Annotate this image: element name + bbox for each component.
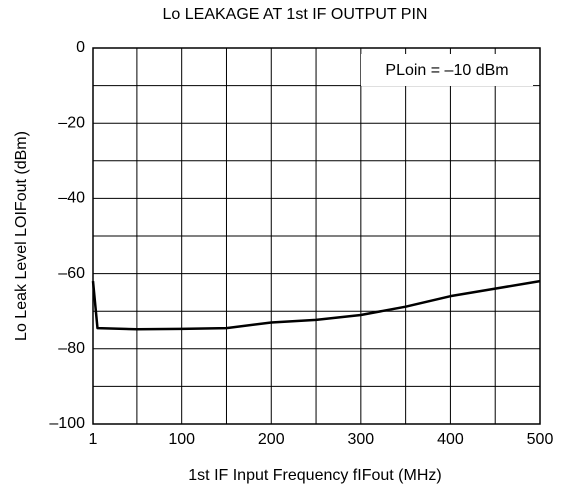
y-tick-label: –100 — [49, 415, 85, 432]
x-axis-label: 1st IF Input Frequency fIFout (MHz) — [188, 467, 441, 484]
annotation-part: P — [385, 62, 396, 79]
chart-title: Lo LEAKAGE AT 1st IF OUTPUT PIN — [163, 6, 428, 23]
y-tick-label: 0 — [76, 39, 85, 56]
x-tick-label: 500 — [527, 431, 554, 448]
x-tick-label: 100 — [168, 431, 195, 448]
y-tick-label: –20 — [58, 114, 85, 131]
annotation-box — [361, 54, 533, 86]
y-tick-label: –80 — [58, 340, 85, 357]
x-tick-label: 300 — [347, 431, 374, 448]
y-tick-label: –40 — [58, 190, 85, 207]
x-tick-label: 200 — [258, 431, 285, 448]
plot-frame — [92, 47, 541, 425]
annotation-part: Loin — [396, 62, 426, 79]
y-axis-label: Lo Leak Level LOIFout (dBm) — [13, 131, 30, 341]
x-tick-label: 1 — [89, 431, 98, 448]
y-tick-label: –60 — [58, 265, 85, 282]
x-tick-label: 400 — [437, 431, 464, 448]
data-line — [91, 279, 541, 331]
annotation: PLoin = –10 dBm — [385, 62, 508, 79]
annotation-part: = –10 dBm — [426, 62, 508, 79]
